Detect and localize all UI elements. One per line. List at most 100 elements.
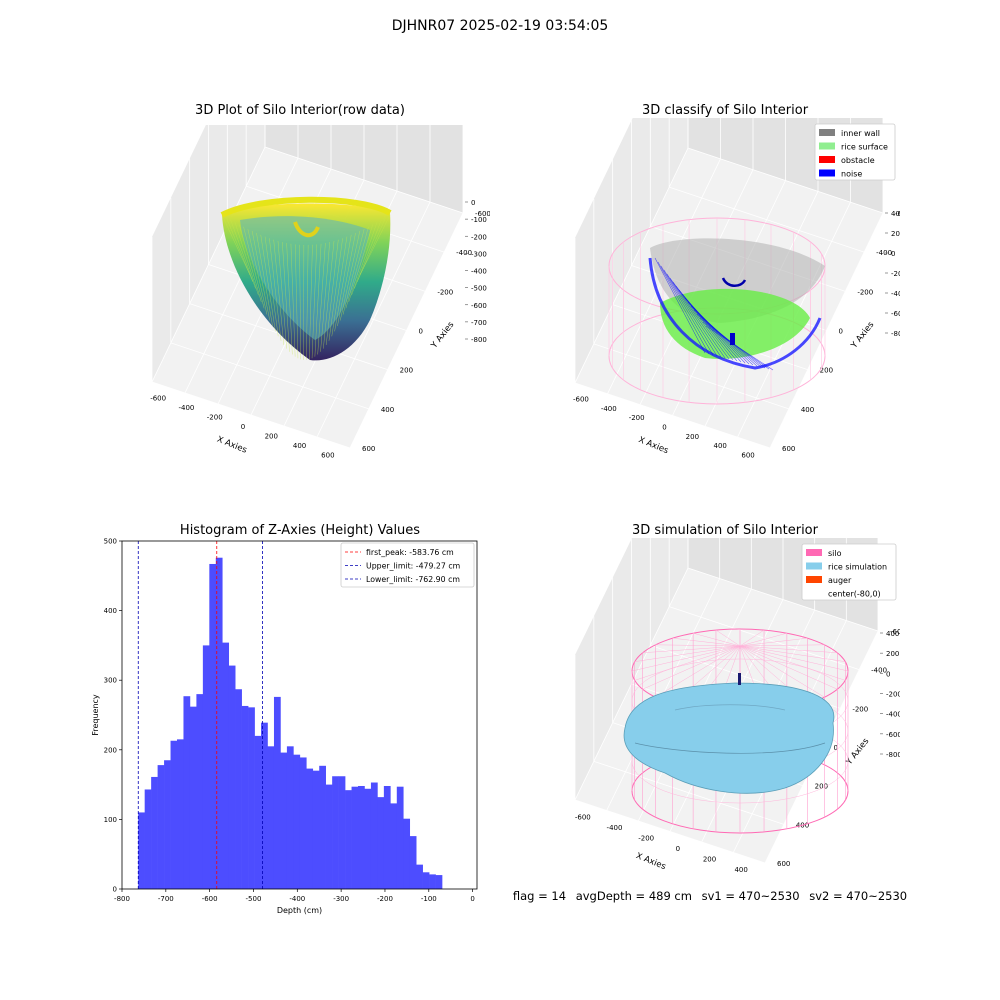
simulation-3d-plot: -600-400-2000200400-600-400-200020040060…: [574, 538, 900, 874]
histogram-bar: [435, 875, 443, 889]
histogram-bar: [312, 770, 320, 889]
raw-auger-trace: [293, 221, 320, 238]
raw-scan-line: [226, 217, 254, 282]
histogram-bar: [319, 765, 326, 889]
simulation-legend: [801, 543, 897, 601]
raw-scan-line: [277, 240, 287, 349]
histogram-bar: [293, 754, 301, 889]
raw-scan-line: [282, 242, 290, 352]
legend-label: first_peak: -583.76 cm: [366, 548, 454, 557]
raw-scan-line: [320, 242, 330, 352]
auger-trace: [721, 277, 747, 287]
flag-text: flag = 14: [512, 889, 567, 903]
grid-line: [264, 146, 464, 214]
raw-scan-line: [331, 236, 348, 337]
rice-simulation-surface: [623, 682, 835, 794]
silo-roof-line: [715, 629, 741, 647]
histogram-bar: [370, 782, 378, 889]
y-axis-label: Frequency: [91, 694, 100, 736]
raw-rim: [220, 196, 392, 218]
histogram-bar: [358, 785, 365, 889]
figure-title: DJHNR07 2025-02-19 03:54:05: [391, 18, 609, 34]
histogram-bar: [403, 818, 411, 889]
silo-roof-line: [634, 645, 741, 681]
histogram-bar: [222, 642, 230, 889]
silo-roof-line: [739, 629, 765, 647]
histogram-bar: [189, 706, 197, 889]
noise-trace: [660, 265, 714, 356]
y-tick-label: 400: [381, 406, 394, 414]
raw-scan-line: [323, 240, 335, 349]
x-tick-label: 0: [676, 845, 680, 853]
histogram-bar: [144, 789, 152, 889]
histogram-bar: [228, 665, 236, 889]
x-tick-label: 0: [241, 423, 245, 431]
y-tick-label: 300: [104, 677, 117, 685]
z-tick-label: -600: [891, 310, 900, 318]
raw-scan-line: [234, 222, 259, 296]
histogram-bar: [138, 812, 145, 889]
silo-roof-line: [655, 645, 741, 698]
x-axis-label: X Axies: [634, 851, 667, 872]
noise-trace: [669, 277, 726, 359]
z-tick-label: -800: [471, 336, 487, 344]
histogram-bar: [170, 740, 178, 889]
avg-depth-text: avgDepth = 489 cm: [575, 889, 692, 903]
histogram-bar: [332, 776, 339, 889]
raw-scan-line: [314, 243, 322, 357]
z-tick-label: 200: [886, 650, 899, 658]
histogram-legend: [340, 542, 475, 588]
x-axis-label: Depth (cm): [277, 906, 322, 915]
histogram-bar: [345, 790, 352, 889]
grid-line: [669, 186, 865, 253]
legend-label: center(-80,0): [828, 590, 881, 599]
classify-legend: [814, 123, 896, 181]
y-tick-label: -400: [876, 249, 892, 257]
y-tick-label: -200: [437, 288, 453, 296]
y-tick-label: 0: [834, 744, 838, 752]
x-tick-label: 400: [714, 442, 727, 450]
z-tick-label: -200: [471, 233, 487, 241]
silo-roof-line: [642, 645, 741, 690]
raw-scan-line: [354, 219, 382, 289]
y-tick-label: 0: [113, 886, 117, 894]
histogram-bar: [325, 784, 333, 889]
z-tick-label: -800: [886, 751, 900, 759]
x-tick-label: -200: [377, 895, 393, 903]
x-tick-label: -400: [289, 895, 305, 903]
grid-line: [687, 567, 879, 632]
silo-roof-line: [739, 637, 808, 647]
raw-scan-line: [308, 244, 313, 360]
x-tick-label: -200: [629, 414, 645, 422]
raw-scan-line: [290, 243, 296, 357]
x-tick-label: -500: [246, 895, 262, 903]
histogram-bar: [215, 557, 223, 889]
histogram-bar: [164, 760, 171, 889]
simulation-plot-title: 3D simulation of Silo Interior: [632, 523, 818, 538]
z-tick-label: -200: [891, 270, 900, 278]
histogram-bar: [390, 803, 398, 889]
z-tick-label: -200: [886, 691, 900, 699]
raw-scan-line: [294, 244, 299, 359]
legend-label: rice simulation: [828, 563, 887, 572]
z-tick-label: -600: [886, 731, 900, 739]
noise-trace: [654, 257, 706, 354]
z-tick-label: -400: [886, 711, 900, 719]
legend-label: auger: [828, 576, 852, 585]
x-tick-label: 600: [741, 451, 754, 459]
z-tick-label: -700: [471, 319, 487, 327]
x-tick-label: 200: [686, 433, 699, 441]
raw-scan-line: [342, 228, 365, 315]
raw-scan-line: [264, 236, 279, 337]
y-tick-label: -600: [475, 210, 490, 218]
histogram-bar: [299, 757, 307, 889]
legend-label: Upper_limit: -479.27 cm: [366, 562, 460, 571]
legend-swatch: [806, 562, 822, 570]
silo-roof-line: [634, 645, 741, 662]
status-footer: flag = 14 avgDepth = 489 cm sv1 = 470~25…: [470, 889, 950, 903]
noise-trace: [663, 269, 718, 357]
histogram-bar: [261, 722, 268, 889]
y-tick-label: 500: [104, 538, 117, 546]
y-tick-label: 0: [419, 328, 423, 336]
histogram-bar: [177, 739, 184, 889]
